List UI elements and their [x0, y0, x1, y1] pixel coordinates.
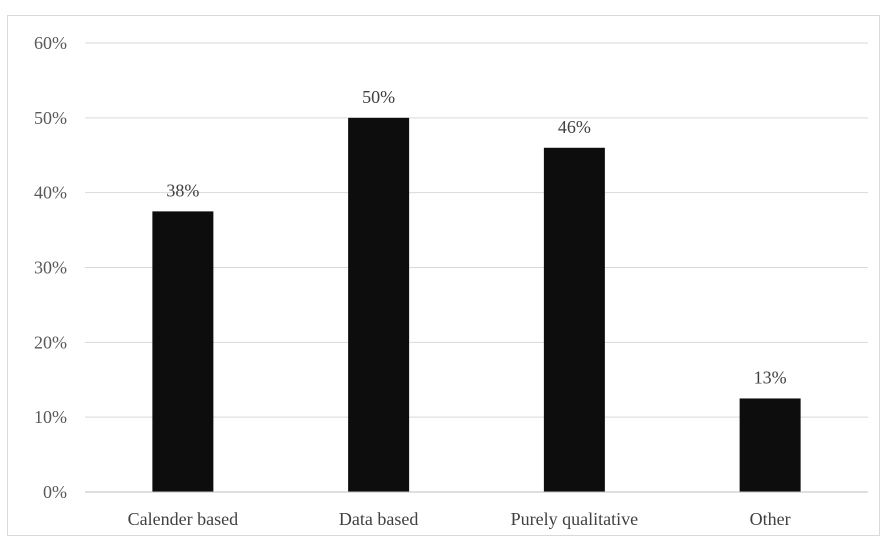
chart-frame [7, 15, 880, 536]
y-tick-label: 30% [34, 258, 67, 278]
y-tick-label: 10% [34, 407, 67, 427]
x-axis-category-labels: Calender based Data based Purely qualitati… [128, 509, 791, 529]
bar [152, 211, 214, 492]
y-tick-label: 40% [34, 183, 67, 203]
gridlines [85, 42, 868, 418]
y-axis-tick-labels: 0% 10% 20% 30% 40% 50% 60% [34, 33, 67, 502]
category-label: Data based [339, 509, 418, 529]
data-label: 46% [558, 117, 591, 137]
data-label: 38% [166, 180, 199, 200]
data-labels: 38% 50% 46% 13% [166, 87, 786, 388]
data-label: 13% [754, 367, 787, 387]
y-tick-label: 60% [34, 33, 67, 53]
y-tick-label: 0% [43, 482, 67, 502]
y-tick-label: 20% [34, 332, 67, 352]
category-label: Other [750, 509, 791, 529]
data-label: 50% [362, 87, 395, 107]
category-label: Calender based [128, 509, 238, 529]
bar [543, 147, 605, 492]
bars [152, 117, 801, 492]
bar [739, 398, 801, 492]
category-label: Purely qualitative [511, 509, 638, 529]
bar [348, 117, 410, 492]
y-tick-label: 50% [34, 108, 67, 128]
